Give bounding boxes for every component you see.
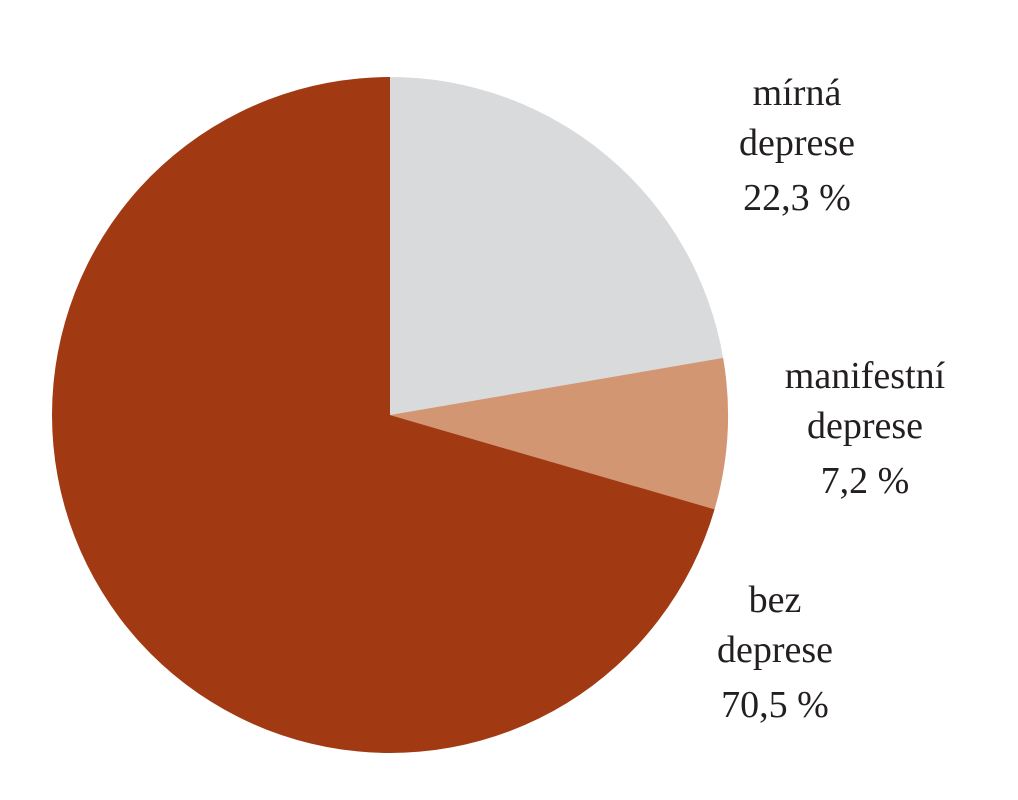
pie-slice xyxy=(390,357,728,510)
slice-label: mírná deprese xyxy=(739,72,855,164)
pie-slice xyxy=(52,77,715,753)
value-label: 22,3 % xyxy=(743,177,851,219)
pie-slice xyxy=(390,77,724,415)
value-label: 70,5 % xyxy=(721,684,829,726)
slice-label: bez deprese xyxy=(717,579,833,671)
slice-label: manifestní deprese xyxy=(785,355,946,447)
value-label: 7,2 % xyxy=(821,460,910,502)
